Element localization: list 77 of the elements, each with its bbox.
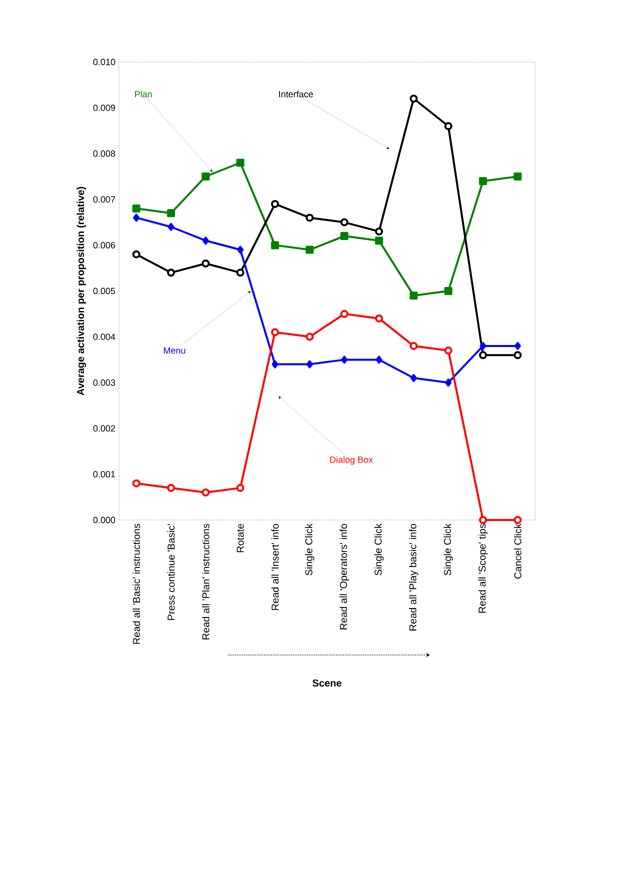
point: [236, 484, 244, 492]
x-tick-label: Cancel Click: [514, 524, 522, 579]
point: [132, 250, 140, 258]
point: [444, 122, 452, 130]
point: [340, 232, 348, 240]
point: [410, 94, 418, 103]
point: [202, 172, 210, 180]
y-tick-label: 0.004: [93, 334, 116, 340]
y-axis-title: Average activation per proposition (relative): [76, 186, 86, 396]
point: [271, 241, 280, 250]
x-tick-label: Single Click: [305, 524, 314, 576]
point: [306, 360, 313, 368]
x-tick-label: Read all 'Scope' tips: [478, 524, 488, 613]
point: [375, 236, 384, 245]
point: [271, 328, 280, 336]
point: [479, 177, 488, 186]
x-tick-label: Read all 'Plan' instructions: [202, 524, 210, 640]
y-tick-label: 0.009: [93, 104, 116, 111]
y-tick-label: 0.010: [93, 58, 116, 66]
y-tick-label: 0.006: [93, 242, 116, 248]
point: [272, 360, 278, 368]
point: [133, 214, 140, 222]
point: [132, 204, 140, 213]
y-tick-label: 0.000: [93, 516, 116, 524]
point: [514, 351, 522, 360]
point: [375, 314, 384, 322]
point: [271, 200, 280, 208]
point: [341, 356, 348, 364]
point: [479, 351, 488, 360]
point: [168, 222, 174, 231]
y-tick-label: 0.003: [93, 379, 116, 386]
point: [306, 332, 314, 341]
point: [237, 246, 244, 254]
text: Dialog Box: [330, 456, 373, 465]
x-tick-label: Read all 'Insert' info: [271, 524, 279, 610]
y-tick-label: 0.007: [93, 196, 116, 203]
point: [410, 374, 417, 382]
point: [410, 292, 418, 300]
text: Menu: [164, 347, 186, 354]
text: Interface: [279, 90, 313, 98]
point: [202, 488, 210, 497]
x-tick-label: Press continue 'Basic': [167, 524, 175, 620]
x-tick-label: Single Click: [444, 524, 453, 576]
x-tick-label: Read all 'Operators' info: [340, 524, 349, 630]
point: [445, 378, 452, 387]
x-tick-label: Rotate: [236, 524, 244, 552]
point: [514, 172, 522, 180]
point: [306, 246, 314, 254]
point: [376, 356, 382, 364]
y-tick-label: 0.001: [93, 471, 116, 478]
point: [514, 516, 522, 524]
point: [167, 209, 175, 218]
point: [306, 214, 314, 222]
y-tick-label: 0.002: [93, 425, 116, 432]
point: [202, 260, 210, 268]
x-tick-label: Single Click: [374, 524, 384, 576]
x-axis-title: Scene: [312, 679, 342, 687]
point: [479, 516, 488, 524]
point: [236, 268, 244, 277]
point: [340, 310, 348, 318]
point: [480, 342, 486, 350]
y-tick-label: 0.008: [93, 150, 116, 157]
point: [340, 218, 348, 226]
point: [236, 158, 244, 167]
point: [444, 286, 452, 295]
text: Plan: [135, 90, 152, 98]
point: [375, 227, 384, 236]
point: [167, 268, 175, 277]
y-tick-label: 0.005: [93, 288, 116, 294]
point: [167, 484, 175, 492]
x-tick-label: Read all 'Play basic' info: [409, 524, 418, 630]
point: [444, 346, 452, 355]
x-tick-label: Read all 'Basic' instructions: [132, 524, 140, 644]
point: [202, 236, 209, 245]
point: [410, 342, 418, 350]
point: [514, 342, 521, 350]
point: [132, 479, 140, 488]
